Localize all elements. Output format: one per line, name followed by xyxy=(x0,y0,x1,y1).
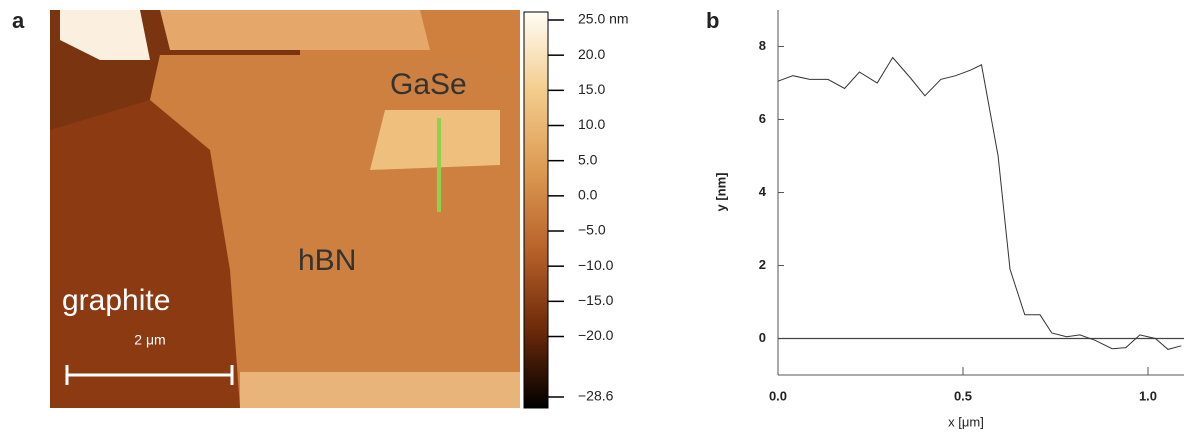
colorbar-tick-label: 0.0 xyxy=(578,187,598,203)
x-tick-label: 1.0 xyxy=(1139,388,1157,403)
y-axis-label: y [nm] xyxy=(713,173,728,212)
colorbar xyxy=(523,11,549,409)
y-tick-label: 6 xyxy=(759,111,766,126)
colorbar-tick-label: −10.0 xyxy=(578,257,614,273)
panel-label: a xyxy=(12,8,25,33)
region-label: GaSe xyxy=(390,68,467,101)
y-tick-label: 0 xyxy=(759,330,766,345)
colorbar-tick-label: 20.0 xyxy=(578,46,605,62)
colorbar-tick-label: −20.0 xyxy=(578,327,614,343)
colorbar-tick-label: −28.6 xyxy=(578,388,614,404)
x-axis-label: x [μm] xyxy=(948,414,984,429)
y-tick-label: 8 xyxy=(759,38,766,53)
y-tick-label: 4 xyxy=(759,184,767,199)
afm-image xyxy=(50,10,520,408)
colorbar-tick-label: 25.0 nm xyxy=(578,11,629,27)
x-tick-label: 0.5 xyxy=(954,388,972,403)
panel-label: b xyxy=(706,8,719,33)
colorbar-tick-label: −15.0 xyxy=(578,292,614,308)
y-tick-label: 2 xyxy=(759,257,766,272)
colorbar-tick-label: 5.0 xyxy=(578,151,598,167)
scale-bar-label: 2 μm xyxy=(134,332,165,348)
region-label: graphite xyxy=(62,284,170,317)
colorbar-tick-label: 15.0 xyxy=(578,81,605,97)
region-label: hBN xyxy=(298,244,356,277)
colorbar-tick-label: −5.0 xyxy=(578,222,606,238)
colorbar-tick-label: 10.0 xyxy=(578,116,605,132)
x-tick-label: 0.0 xyxy=(769,388,787,403)
profile-line xyxy=(777,56,1182,350)
